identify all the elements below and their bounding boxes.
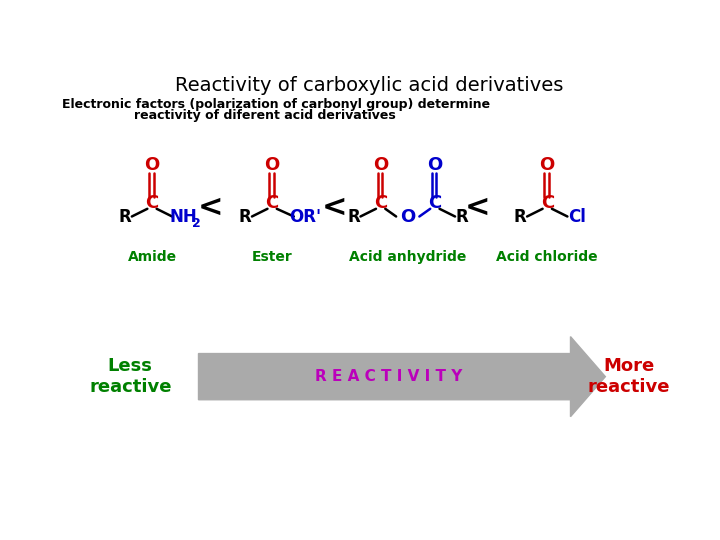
Text: O: O [145, 156, 160, 174]
Text: OR': OR' [289, 208, 322, 226]
Text: <: < [197, 193, 223, 222]
Text: R: R [119, 208, 131, 226]
Text: Reactivity of carboxylic acid derivatives: Reactivity of carboxylic acid derivative… [175, 76, 563, 96]
Text: <: < [464, 193, 490, 222]
Text: O: O [400, 208, 415, 226]
Text: Electronic factors (polarization of carbonyl group) determine: Electronic factors (polarization of carb… [62, 98, 490, 111]
Polygon shape [199, 336, 606, 417]
Text: C: C [374, 194, 387, 212]
Text: R E A C T I V I T Y: R E A C T I V I T Y [315, 369, 462, 384]
Text: reactivity of diferent acid derivatives: reactivity of diferent acid derivatives [133, 109, 395, 122]
Text: <: < [321, 193, 347, 222]
Text: reactive: reactive [588, 379, 670, 396]
Text: C: C [145, 194, 158, 212]
Text: O: O [264, 156, 280, 174]
Text: NH: NH [169, 208, 197, 226]
Text: Acid chloride: Acid chloride [496, 251, 598, 264]
Text: Ester: Ester [252, 251, 292, 264]
Text: C: C [541, 194, 554, 212]
Text: R: R [347, 208, 360, 226]
Text: Cl: Cl [568, 208, 585, 226]
Text: 2: 2 [192, 217, 201, 230]
Text: R: R [456, 208, 469, 226]
Text: O: O [539, 156, 555, 174]
Text: reactive: reactive [89, 379, 171, 396]
Text: O: O [427, 156, 443, 174]
Text: R: R [514, 208, 526, 226]
Text: O: O [373, 156, 388, 174]
Text: Acid anhydride: Acid anhydride [349, 251, 467, 264]
Text: Amide: Amide [127, 251, 176, 264]
Text: More: More [603, 357, 654, 375]
Text: C: C [428, 194, 441, 212]
Text: Less: Less [108, 357, 153, 375]
Text: C: C [266, 194, 279, 212]
Text: R: R [238, 208, 251, 226]
